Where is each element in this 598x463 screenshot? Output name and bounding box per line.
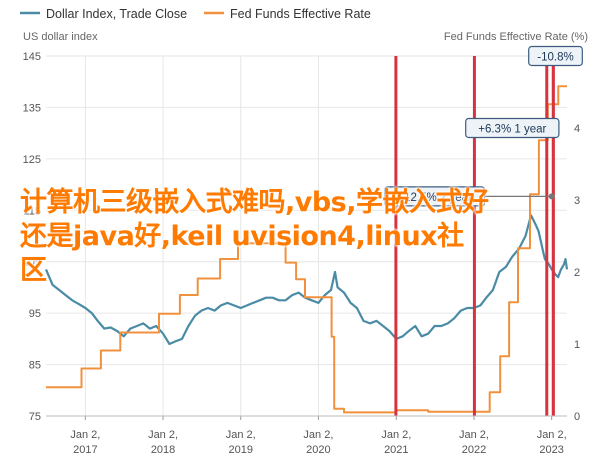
left-tick-label: 125: [23, 154, 41, 166]
legend-label-fed[interactable]: Fed Funds Effective Rate: [230, 7, 371, 21]
x-tick-label: 2017: [73, 444, 97, 456]
x-tick-label: Jan 2,: [537, 429, 567, 441]
annotation-box: [528, 45, 583, 67]
vertical-markers: [394, 56, 555, 416]
right-tick-label: 1: [574, 339, 580, 351]
annotation-box: [384, 186, 486, 207]
axes: 758595105115125135145012345Jan 2,2017Jan…: [23, 51, 580, 456]
annotation-span-dot: [548, 193, 555, 200]
x-tick-label: 2019: [228, 444, 252, 456]
right-tick-label: 4: [574, 123, 580, 135]
x-tick-label: Jan 2,: [303, 429, 333, 441]
legend: Dollar Index, Trade Close Fed Funds Effe…: [20, 7, 371, 21]
right-tick-label: 3: [574, 195, 580, 207]
x-tick-label: Jan 2,: [226, 429, 256, 441]
x-tick-label: 2023: [539, 444, 563, 456]
left-tick-label: 75: [29, 411, 41, 423]
left-tick-label: 95: [29, 308, 41, 320]
series-line-fed-funds: [46, 85, 567, 414]
left-axis-title: US dollar index: [23, 31, 98, 43]
x-tick-label: Jan 2,: [459, 429, 489, 441]
right-axis-title: Fed Funds Effective Rate (%): [444, 31, 588, 43]
x-tick-label: 2020: [306, 444, 330, 456]
left-tick-label: 135: [23, 102, 41, 114]
legend-label-dollar[interactable]: Dollar Index, Trade Close: [46, 7, 187, 21]
right-tick-label: 2: [574, 267, 580, 279]
right-tick-label: 0: [574, 411, 580, 423]
x-tick-label: 2018: [151, 444, 175, 456]
annotations: -10.8% +6.3% 1 year +12.5% 2 year: [384, 45, 583, 207]
annotation-box: [465, 117, 560, 139]
annotation-label: -10.8%: [537, 52, 573, 64]
left-tick-label: 85: [29, 360, 41, 372]
series-layer: [44, 85, 569, 414]
left-tick-label: 115: [23, 205, 41, 217]
grid: [46, 55, 567, 417]
x-tick-label: 2021: [384, 444, 408, 456]
x-tick-label: 2022: [462, 444, 486, 456]
left-tick-label: 145: [23, 51, 41, 63]
left-tick-label: 105: [23, 257, 41, 269]
annotation-label: +12.5% 2 year: [397, 192, 472, 204]
x-tick-label: Jan 2,: [70, 429, 100, 441]
x-tick-label: Jan 2,: [381, 429, 411, 441]
x-tick-label: Jan 2,: [148, 429, 178, 441]
annotation-label: +6.3% 1 year: [478, 124, 546, 136]
series-line-dollar-index: [44, 214, 569, 346]
